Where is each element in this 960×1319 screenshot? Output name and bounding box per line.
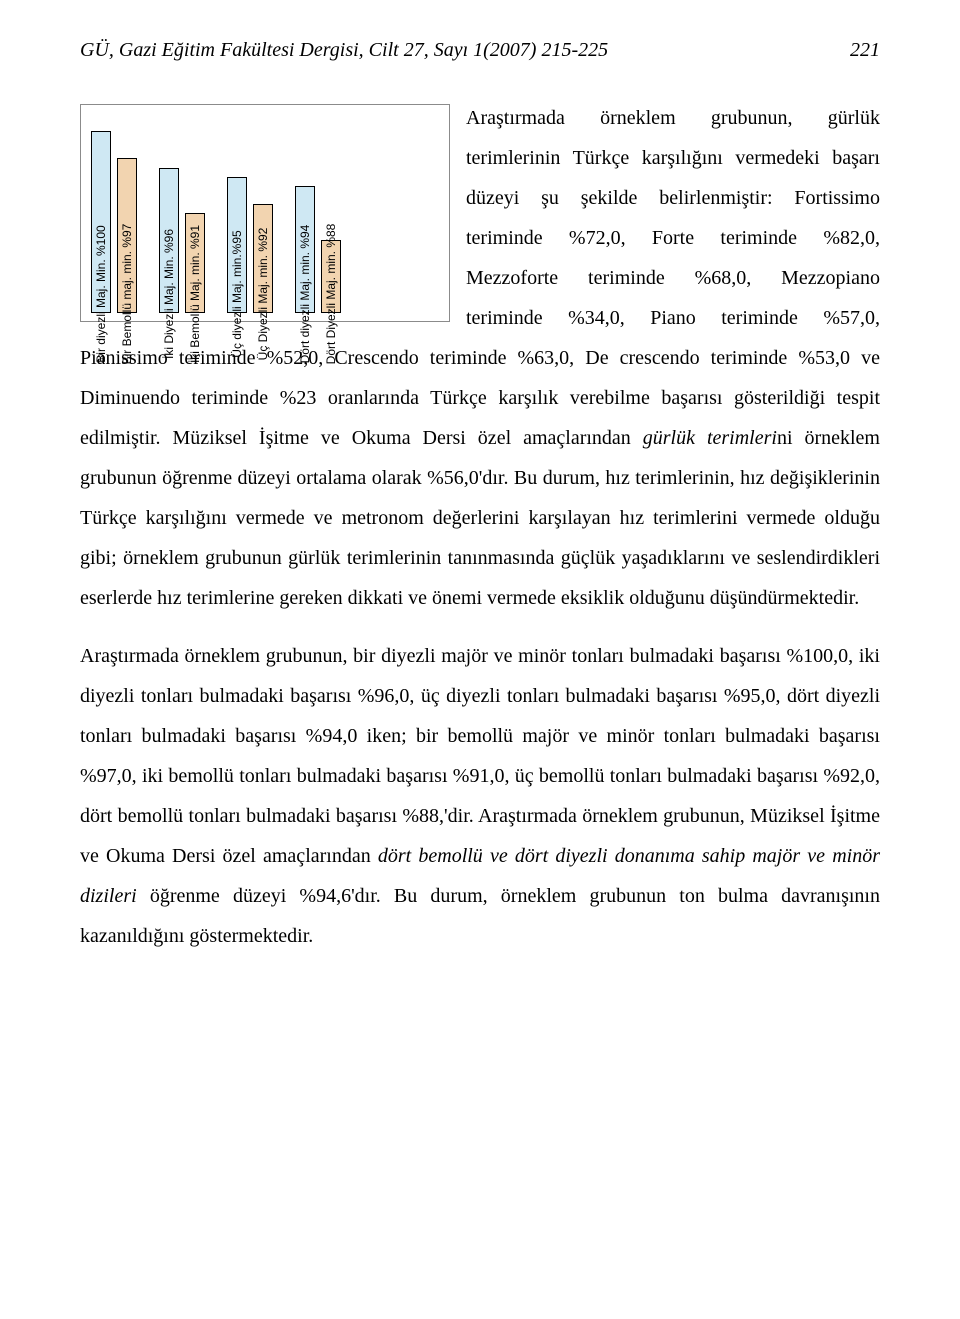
bar-label: Bir Bemollü maj. min. %97: [115, 224, 139, 365]
bar: İki Diyezli Maj. Min. %96: [159, 168, 179, 313]
bar: Bir Bemollü maj. min. %97: [117, 158, 137, 313]
bar-label: Üç diyezli Maj. min.%95: [225, 230, 249, 357]
bar-label: Bir diyezli Maj. Min. %100: [89, 225, 113, 362]
bar-label: İki Bemollü Maj. min. %91: [183, 225, 207, 363]
p2-text-b: öğrenme düzeyi %94,6'dır. Bu durum, örne…: [80, 885, 880, 947]
p1-text-b: ni örneklem grubunun öğrenme düzeyi orta…: [80, 427, 880, 609]
bar-label: Üç Diyezli Maj. min. %92: [251, 228, 275, 361]
bar: İki Bemollü Maj. min. %91: [185, 213, 205, 313]
figure-and-text: Bir diyezli Maj. Min. %100Bir Bemollü ma…: [80, 98, 880, 618]
header-citation: GÜ, Gazi Eğitim Fakültesi Dergisi, Cilt …: [80, 30, 608, 70]
bar-label: Dört Diyezli Maj. min. %88: [319, 224, 343, 365]
page-header: GÜ, Gazi Eğitim Fakültesi Dergisi, Cilt …: [80, 30, 880, 70]
bar: Dört Diyezli Maj. min. %88: [321, 240, 341, 313]
bar: Dört diyezli Maj. min. %94: [295, 186, 315, 313]
p1-italic: gürlük terimleri: [643, 427, 777, 449]
bar-label: İki Diyezli Maj. Min. %96: [157, 229, 181, 359]
bar: Üç diyezli Maj. min.%95: [227, 177, 247, 313]
paragraph-2: Araştırmada örneklem grubunun, bir diyez…: [80, 636, 880, 956]
page-number: 221: [850, 30, 880, 70]
p2-text-a: Araştırmada örneklem grubunun, bir diyez…: [80, 645, 880, 867]
bar-chart: Bir diyezli Maj. Min. %100 Bir Bemollü ma…: [80, 104, 450, 322]
bar-label: Dört diyezli Maj. min. %94: [293, 225, 317, 364]
bar-group: Bir diyezli Maj. Min. %100 Bir Bemollü ma…: [91, 131, 341, 313]
bar: Üç Diyezli Maj. min. %92: [253, 204, 273, 313]
bar: Bir diyezli Maj. Min. %100: [91, 131, 111, 313]
